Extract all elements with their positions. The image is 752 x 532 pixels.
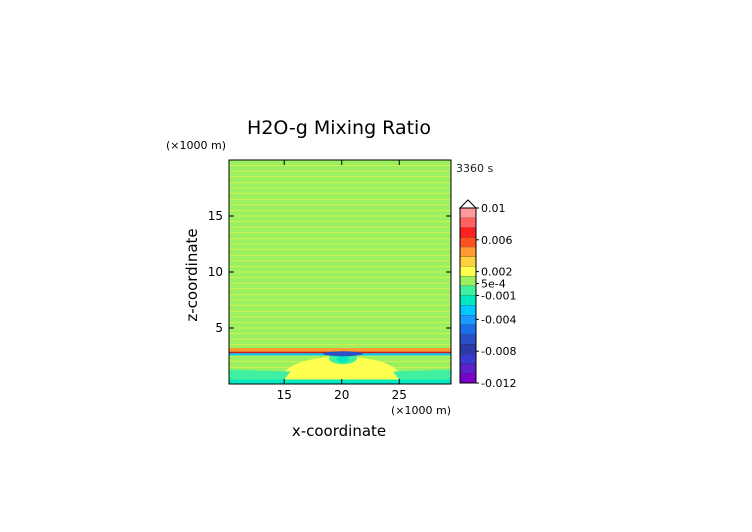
x-tick-label: 25 (392, 388, 407, 402)
colorbar-segment (460, 295, 476, 306)
colorbar-segment (460, 285, 476, 296)
band-edge-top (229, 348, 451, 350)
x-unit-label: (×1000 m) (391, 404, 451, 417)
y-axis-label: z-coordinate (183, 228, 201, 321)
plot-area (228, 159, 452, 385)
y-tick-label: 5 (215, 321, 223, 335)
field-band-3 (229, 379, 451, 384)
field-flank-right (392, 369, 451, 380)
y-axis-ticks: 5 10 15 (208, 209, 451, 335)
colorbar-segment (460, 344, 476, 354)
colorbar-segment (460, 363, 476, 374)
colorbar-label: 0.002 (481, 266, 513, 279)
colorbar-segment (460, 314, 476, 325)
y-tick-label: 10 (208, 265, 223, 279)
colorbar-label: -0.008 (481, 345, 516, 358)
colorbar-segment (460, 266, 476, 277)
time-label: 3360 s (456, 162, 493, 175)
colorbar (458, 199, 478, 384)
x-axis-ticks: 15 20 25 (277, 160, 407, 402)
field-core (336, 355, 349, 363)
colorbar-segment (460, 217, 476, 228)
colorbar-segment (460, 208, 476, 218)
colorbar-label: -0.012 (481, 377, 516, 390)
colorbar-label: 0.006 (481, 234, 513, 247)
colorbar-label: -0.004 (481, 313, 516, 326)
colorbar-segment (460, 256, 476, 267)
y-unit-label: (×1000 m) (166, 139, 226, 152)
x-tick-label: 15 (277, 388, 292, 402)
colorbar-segment (460, 237, 476, 247)
colorbar-label: 0.01 (481, 202, 506, 215)
x-tick-label: 20 (334, 388, 349, 402)
x-axis-label: x-coordinate (292, 422, 386, 440)
field-flank-left (229, 369, 291, 380)
field-core-cap (322, 351, 363, 357)
colorbar-segment (460, 246, 476, 257)
colorbar-segment (460, 334, 476, 345)
colorbar-extend-arrow (458, 199, 478, 209)
colorbar-segment (460, 353, 476, 364)
colorbar-segment (460, 373, 476, 383)
colorbar-label: -0.001 (481, 290, 516, 303)
colorbar-segment (460, 227, 476, 238)
field-band-0 (229, 348, 451, 354)
field-plume (278, 356, 405, 380)
colorbar-label: 5e-4 (481, 278, 506, 291)
colorbar-segment (460, 305, 476, 315)
chart-title: H2O-g Mixing Ratio (247, 117, 431, 139)
colorbar-segment (460, 324, 476, 335)
colorbar-segment (460, 276, 476, 286)
y-tick-label: 15 (208, 209, 223, 223)
